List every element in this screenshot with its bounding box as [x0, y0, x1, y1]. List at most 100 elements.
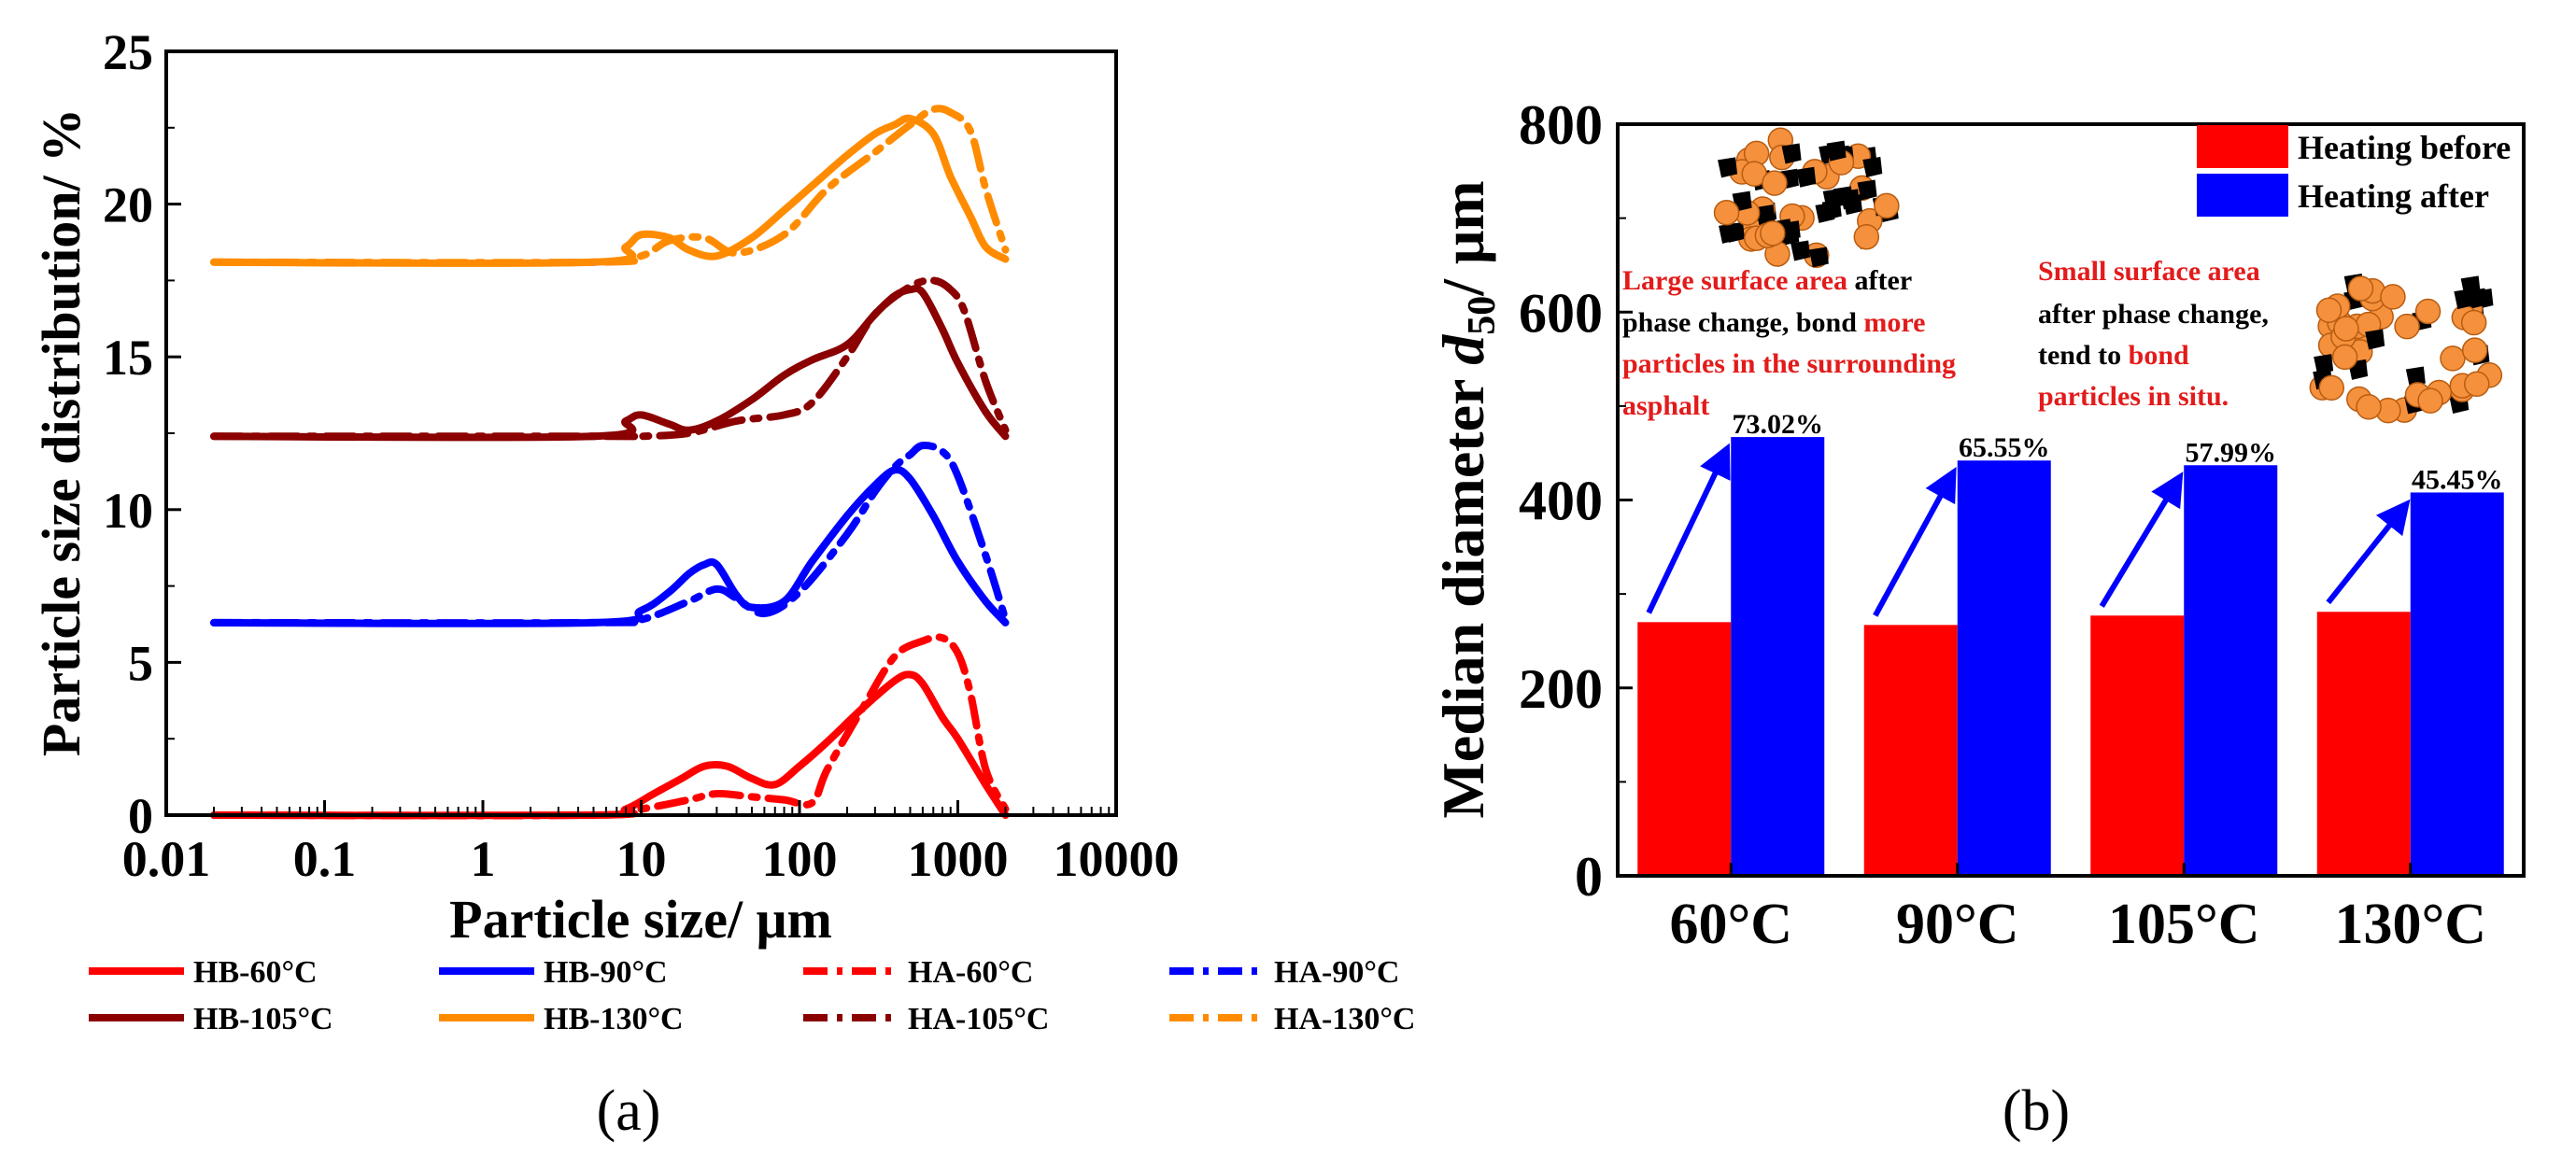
panel-label-b: (b) — [2003, 1079, 2070, 1143]
asphalt-particle — [2314, 354, 2334, 375]
particle-cluster-small-icon — [2309, 274, 2503, 424]
chart-b: 0 200 400 600 800 60°C 90°C 105°C 130°C 73.02% 6… — [1430, 94, 2526, 1143]
asphalt-particle — [1718, 157, 1738, 178]
legend-label: Heating after — [2298, 177, 2489, 215]
x-tick-label: 90°C — [1896, 893, 2019, 956]
chart-a: 0.01 0.1 1 10 100 1000 10000 0 5 10 15 20 25 Partic… — [31, 24, 1415, 1143]
x-tick-label: 130°C — [2334, 893, 2486, 956]
y-label-sub: 50 — [1461, 296, 1504, 335]
aggregate-particle — [2347, 275, 2374, 302]
asphalt-particle — [2405, 366, 2426, 387]
aggregate-particle — [2394, 313, 2420, 340]
series-line-hb-130-c — [210, 114, 1010, 267]
y-tick-label: 800 — [1519, 94, 1603, 156]
bar-before-105 — [2090, 615, 2185, 876]
y-tick-label: 25 — [103, 24, 153, 80]
x-tick-label: 10000 — [1054, 831, 1180, 887]
chart-b-legend: Heating before Heating after — [2197, 125, 2511, 217]
svg-text:phase change, bond more: phase change, bond more — [1622, 307, 1926, 338]
asphalt-particle — [1862, 157, 1883, 178]
bar-after-105 — [2184, 465, 2278, 876]
chart-a-x-axis-label: Particle size/ μm — [449, 889, 832, 950]
asphalt-particle — [1808, 246, 1829, 268]
x-tick-label: 1000 — [908, 831, 1009, 887]
annot-left-black2: phase change, bond — [1622, 307, 1863, 338]
x-tick-label: 0.01 — [122, 831, 211, 887]
legend-swatch — [2197, 174, 2288, 217]
annot-right-black2: tend to — [2038, 340, 2129, 371]
aggregate-particle — [2461, 337, 2488, 363]
annot-left-red1: Large surface area — [1622, 265, 1847, 296]
legend-label: HA-60°C — [908, 955, 1033, 990]
increase-label: 65.55% — [1959, 432, 2050, 463]
series-line-ha-130-c — [210, 105, 1010, 267]
aggregate-particle — [2464, 371, 2490, 398]
legend-label: HB-60°C — [193, 955, 318, 990]
aggregate-particle — [2331, 344, 2358, 371]
svg-text:Large surface area after: Large surface area after — [1622, 265, 1912, 296]
legend-label: HB-90°C — [544, 955, 668, 990]
increase-arrow — [2099, 472, 2184, 608]
increase-arrow — [1873, 466, 1957, 617]
series-line-ha-90-c — [210, 441, 1010, 627]
svg-text:tend to bond: tend to bond — [2038, 340, 2189, 371]
series-line-ha-60-c — [210, 633, 1010, 820]
y-tick-label: 15 — [103, 330, 153, 386]
legend-swatch — [2197, 125, 2288, 168]
asphalt-particle — [2365, 329, 2385, 350]
legend-label: HB-105°C — [193, 1002, 333, 1036]
y-tick-label: 0 — [128, 788, 153, 844]
asphalt-particle — [1790, 240, 1811, 261]
particle-cluster-large-icon — [1713, 127, 1900, 269]
annot-right-black1: after phase change, — [2038, 299, 2269, 330]
series-line-hb-90-c — [210, 466, 1010, 627]
legend-label: Heating before — [2298, 129, 2511, 166]
y-tick-label: 200 — [1519, 658, 1603, 720]
series-line-ha-105-c — [210, 276, 1010, 441]
asphalt-particle — [1857, 179, 1877, 201]
annotation-right: Small surface area after phase change, t… — [2038, 256, 2269, 412]
annot-left-red3: particles in the surrounding — [1622, 348, 1956, 379]
increase-arrow — [1646, 443, 1731, 614]
y-label-var: d — [1430, 334, 1496, 365]
aggregate-particle — [1853, 223, 1880, 250]
y-label-unit: / μm — [1430, 180, 1496, 296]
aggregate-particle — [2414, 298, 2442, 325]
panel-label-a: (a) — [597, 1079, 661, 1143]
chart-a-y-axis-label: Particle size distribution/ % — [31, 108, 92, 756]
bar-before-130 — [2316, 612, 2411, 876]
annot-left-red2: more — [1863, 307, 1925, 338]
series-line-hb-60-c — [210, 670, 1010, 820]
asphalt-particle — [1781, 143, 1802, 164]
increase-label: 45.45% — [2412, 464, 2503, 495]
asphalt-particle — [1755, 204, 1776, 226]
chart-b-y-axis-label: Median diameter d50/ μm — [1430, 180, 1504, 818]
annot-right-red1: Small surface area — [2038, 256, 2260, 287]
aggregate-particle — [2380, 284, 2406, 310]
legend-label: HA-90°C — [1274, 955, 1399, 990]
asphalt-particle — [1815, 202, 1835, 223]
y-tick-label: 20 — [103, 177, 153, 233]
x-tick-label: 105°C — [2108, 893, 2260, 956]
aggregate-particle — [2356, 394, 2382, 420]
increase-arrow — [2326, 499, 2411, 605]
increase-label: 57.99% — [2186, 437, 2277, 468]
y-tick-label: 5 — [128, 635, 153, 691]
asphalt-particle — [1826, 140, 1847, 162]
y-tick-label: 400 — [1519, 471, 1603, 532]
y-tick-label: 10 — [103, 483, 153, 539]
series-line-hb-105-c — [210, 285, 1010, 442]
annot-left-black1: after — [1847, 265, 1912, 296]
aggregate-particle — [1713, 200, 1740, 226]
legend-label: HA-130°C — [1274, 1002, 1415, 1036]
x-tick-label: 1 — [471, 831, 496, 887]
aggregate-particle — [1760, 220, 1786, 246]
asphalt-particle — [1796, 166, 1817, 188]
x-tick-label: 100 — [762, 831, 838, 887]
chart-a-legend: HB-60°C HB-90°C HA-60°C HA-90°C HB-105°C HB-1… — [89, 955, 1415, 1036]
annot-right-red2: bond — [2129, 340, 2189, 371]
x-tick-label: 0.1 — [293, 831, 357, 887]
aggregate-particle — [2417, 387, 2443, 414]
bar-after-130 — [2410, 492, 2504, 876]
